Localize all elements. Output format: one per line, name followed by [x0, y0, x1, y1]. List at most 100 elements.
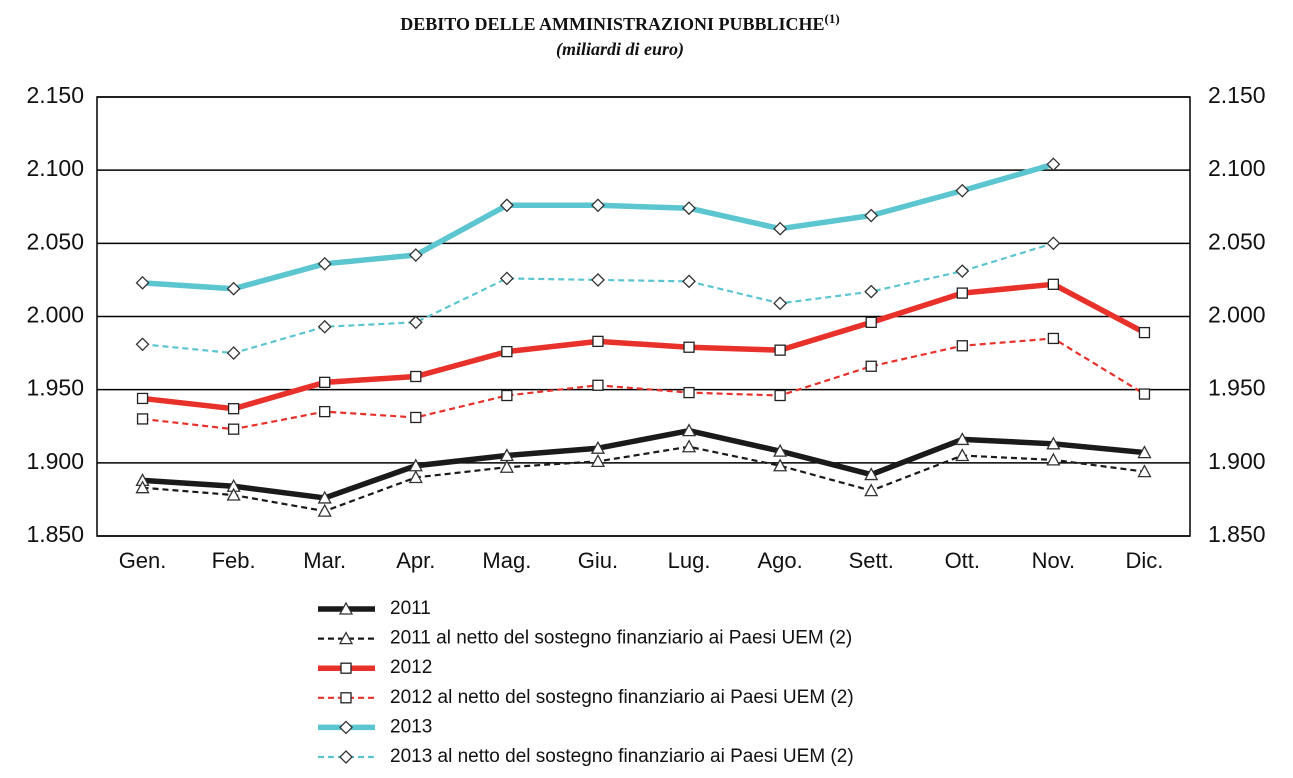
chart-title: DEBITO DELLE AMMINISTRAZIONI PUBBLICHE(1…: [400, 11, 839, 34]
y2-tick-label: 1.850: [1208, 521, 1266, 547]
point-marker: [135, 337, 150, 352]
series-line: [142, 281, 1146, 412]
point-marker: [1046, 236, 1061, 251]
y-tick-label: 2.000: [26, 302, 84, 328]
point-marker: [319, 405, 331, 418]
y2-tick-label: 2.050: [1208, 228, 1266, 254]
point-marker: [499, 271, 514, 286]
y2-tick-label: 2.000: [1208, 302, 1266, 328]
point-marker: [956, 287, 968, 299]
title-note: (1): [825, 11, 840, 26]
legend-marker: [340, 662, 352, 674]
y2-tick-label: 2.100: [1208, 155, 1266, 181]
point-marker: [682, 274, 696, 289]
point-marker: [499, 459, 514, 473]
chart-subtitle: (miliardi di euro): [556, 39, 684, 60]
point-marker: [864, 483, 879, 497]
point-marker: [410, 370, 422, 383]
point-marker: [226, 346, 241, 361]
point-marker: [317, 319, 332, 334]
point-marker: [774, 344, 786, 356]
point-marker: [773, 458, 788, 472]
point-marker: [1047, 278, 1060, 290]
point-marker: [773, 443, 788, 457]
point-marker: [410, 411, 422, 424]
y2-tick-label: 1.950: [1208, 375, 1266, 401]
legend-label: 2012: [390, 657, 432, 678]
series-line: [142, 427, 1145, 501]
x-tick-label: Feb.: [212, 548, 256, 573]
point-marker: [1137, 464, 1152, 478]
point-marker: [774, 389, 786, 402]
point-marker: [501, 389, 513, 402]
legend-label: 2011 al netto del sostegno finanziario a…: [390, 628, 852, 649]
point-marker: [865, 316, 877, 329]
point-marker: [1046, 436, 1061, 450]
point-marker: [136, 392, 149, 405]
point-marker: [1137, 445, 1152, 459]
point-marker: [773, 296, 788, 311]
series-line: [142, 337, 1146, 431]
point-marker: [592, 335, 604, 348]
y2-tick-label: 2.150: [1208, 82, 1266, 108]
series-line: [142, 161, 1055, 292]
y2-tick-label: 1.900: [1208, 448, 1266, 474]
point-marker: [590, 454, 606, 468]
legend-marker: [339, 720, 353, 735]
legend-marker: [340, 692, 352, 704]
point-marker: [499, 198, 514, 213]
x-tick-label: Mag.: [482, 548, 531, 573]
legend-label: 2012 al netto del sostegno finanziario a…: [390, 687, 854, 708]
y-tick-label: 1.950: [26, 375, 84, 401]
point-marker: [317, 503, 332, 517]
title-text: DEBITO DELLE AMMINISTRAZIONI PUBBLICHE: [400, 14, 824, 34]
point-marker: [227, 403, 240, 415]
point-marker: [681, 423, 697, 437]
legend-marker: [339, 750, 353, 764]
y-tick-label: 2.050: [26, 228, 84, 254]
point-marker: [773, 221, 788, 236]
legend-label: 2011: [390, 598, 431, 619]
point-marker: [1047, 332, 1060, 345]
legend-label: 2013 al netto del sostegno finanziario a…: [390, 746, 854, 767]
point-marker: [408, 315, 423, 330]
point-marker: [591, 272, 605, 287]
point-marker: [226, 281, 241, 296]
point-marker: [864, 208, 879, 223]
x-tick-label: Apr.: [396, 548, 435, 573]
point-marker: [317, 256, 332, 271]
x-tick-label: Ott.: [945, 548, 980, 573]
point-marker: [864, 284, 879, 299]
point-marker: [317, 490, 332, 504]
point-marker: [591, 198, 605, 213]
point-marker: [592, 379, 604, 391]
point-marker: [135, 275, 150, 290]
point-marker: [681, 439, 697, 453]
point-marker: [1138, 326, 1151, 339]
x-tick-label: Dic.: [1126, 548, 1164, 573]
point-marker: [135, 480, 150, 494]
point-marker: [956, 340, 968, 352]
legend-label: 2013: [390, 716, 432, 737]
point-marker: [408, 470, 423, 484]
point-marker: [408, 248, 423, 262]
point-marker: [136, 413, 149, 425]
y-tick-label: 1.900: [26, 448, 84, 474]
point-marker: [1046, 452, 1061, 466]
plot-frame: [96, 96, 1191, 537]
point-marker: [682, 201, 696, 216]
point-marker: [864, 467, 879, 481]
x-tick-label: Mar.: [303, 548, 346, 573]
x-tick-label: Lug.: [668, 548, 711, 573]
point-marker: [955, 264, 970, 279]
point-marker: [226, 487, 241, 501]
x-tick-label: Giu.: [578, 548, 618, 573]
point-marker: [1046, 157, 1061, 172]
x-tick-label: Nov.: [1032, 548, 1076, 573]
y-tick-label: 1.850: [26, 521, 84, 547]
point-marker: [1138, 388, 1151, 400]
legend-marker: [338, 631, 354, 645]
x-tick-label: Gen.: [119, 548, 167, 573]
legend-marker: [338, 601, 354, 615]
